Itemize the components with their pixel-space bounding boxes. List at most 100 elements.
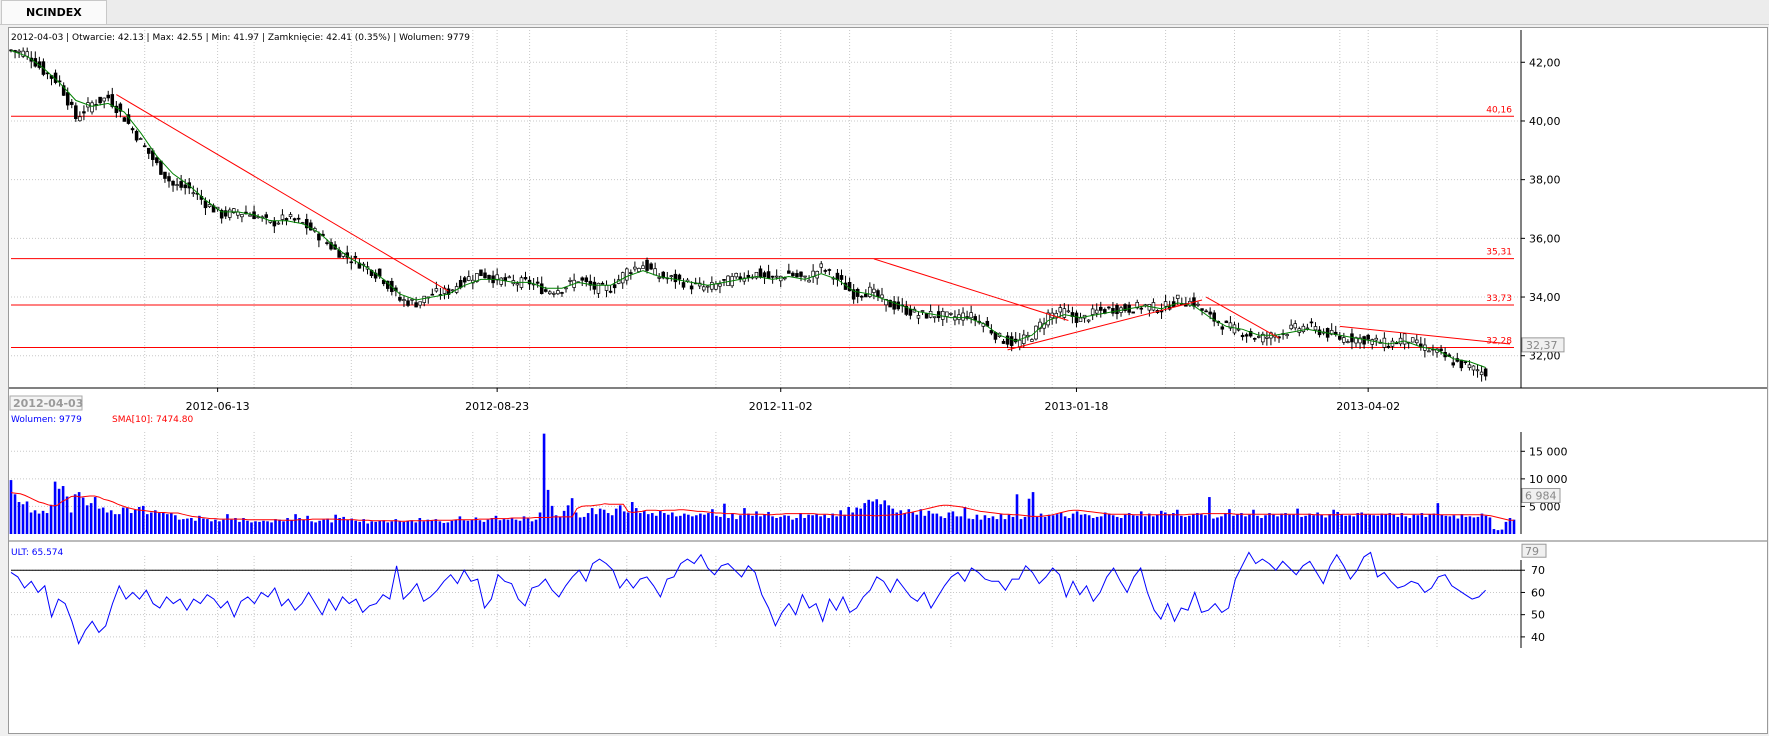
volume-bar [1444, 515, 1448, 534]
candle-body [232, 208, 236, 214]
volume-bar [1468, 516, 1472, 534]
candle-body [1058, 307, 1063, 313]
candle-body [1386, 345, 1391, 348]
volume-bar [1496, 530, 1500, 534]
volume-bar [93, 497, 97, 534]
candle-body [859, 295, 864, 298]
volume-bar [955, 516, 959, 534]
volume-bar [1356, 513, 1359, 534]
candle-body [564, 287, 568, 290]
candle-body [1078, 317, 1083, 323]
candle-body [714, 283, 718, 290]
volume-bar [1412, 514, 1416, 534]
candle-body [487, 274, 491, 280]
candle-body [961, 312, 965, 321]
volume-bar [1340, 514, 1343, 534]
x-tick-label: 2013-04-02 [1336, 400, 1400, 413]
volume-bar [783, 515, 786, 534]
volume-bar [1512, 519, 1516, 534]
volume-bar [679, 515, 682, 534]
volume-bar [129, 513, 133, 534]
chart-area[interactable]: 40,16 35,31 33,73 32,28 2012-06-13 2012-08-2… [8, 27, 1768, 734]
trendline [1339, 325, 1511, 345]
volume-bar [1268, 513, 1271, 534]
volume-bar [206, 519, 209, 534]
volume-bar [390, 521, 394, 534]
volume-bar [1115, 516, 1119, 534]
volume-bar [374, 521, 378, 534]
volume-bar [522, 516, 526, 534]
candle-body [98, 96, 102, 104]
volume-bar [1260, 518, 1263, 534]
volume-bar [895, 512, 899, 534]
candle-body [325, 242, 329, 244]
volume-bar [983, 515, 987, 534]
volume-bar [911, 512, 915, 534]
price-current-box [1521, 337, 1565, 353]
candle-body [766, 271, 771, 279]
volume-bar [1087, 515, 1091, 534]
tab-ncindex[interactable]: NCINDEX [1, 0, 107, 24]
candle-body [1285, 334, 1289, 337]
candle-body [1030, 339, 1034, 342]
volume-bar [1111, 515, 1115, 534]
volume-bar [907, 509, 911, 534]
candle-body [102, 97, 106, 102]
volume-bar [302, 519, 305, 534]
volume-bar [739, 515, 742, 534]
candle-body [499, 277, 503, 285]
candle-body [1224, 320, 1229, 324]
candle-body [645, 259, 649, 271]
candle-body [1265, 336, 1269, 339]
volume-bar [1192, 514, 1195, 534]
volume-bar [530, 521, 534, 534]
volume-bar [214, 519, 217, 534]
volume-bar [1155, 514, 1159, 534]
volume-bar [482, 521, 486, 534]
volume-bar [17, 502, 21, 534]
volume-bar [610, 515, 614, 534]
candle-body [191, 192, 196, 195]
volume-bar [386, 522, 390, 534]
volume-bar [49, 504, 53, 534]
volume-bar [630, 502, 634, 534]
level-label: 35,31 [1486, 248, 1512, 258]
volume-bar [1292, 514, 1295, 534]
level-label: 33,73 [1486, 294, 1512, 304]
trendline [116, 94, 449, 292]
x-tick-label: 2012-08-23 [465, 400, 529, 413]
volume-bar [863, 503, 867, 534]
volume-bar [334, 514, 337, 534]
volume-bar [927, 510, 931, 534]
volume-bar [598, 508, 602, 534]
level-label: 32,28 [1486, 337, 1512, 347]
volume-bar [675, 516, 678, 534]
candle-body [304, 218, 309, 229]
ult-line [10, 551, 1486, 645]
volume-bar [751, 515, 754, 534]
candle-body [941, 311, 945, 320]
volume-bar [25, 501, 29, 534]
candle-body [207, 204, 212, 208]
volume-bar [254, 521, 257, 534]
volume-bar [1368, 514, 1372, 534]
volume-bar [1131, 515, 1135, 534]
candle-body [1293, 323, 1297, 329]
candle-body [402, 299, 406, 302]
volume-bar [1508, 518, 1512, 534]
volume-bar [378, 520, 382, 534]
candle-body [1001, 340, 1006, 344]
volume-bar [1039, 513, 1043, 534]
stock-chart[interactable]: 40,16 35,31 33,73 32,28 2012-06-13 2012-08-2… [9, 28, 1767, 733]
volume-bar [1059, 512, 1063, 534]
candle-body [240, 214, 244, 218]
volume-bar [1135, 515, 1139, 534]
candle-body [774, 275, 779, 278]
volume-sma-legend: SMA[10]: 7474.80 [112, 415, 193, 425]
volume-bar [987, 518, 991, 534]
ult-y-label: 70 [1531, 564, 1545, 577]
volume-bar [663, 513, 666, 534]
candle-body [353, 255, 358, 258]
volume-bar [667, 514, 670, 534]
volume-bar [1384, 514, 1388, 534]
